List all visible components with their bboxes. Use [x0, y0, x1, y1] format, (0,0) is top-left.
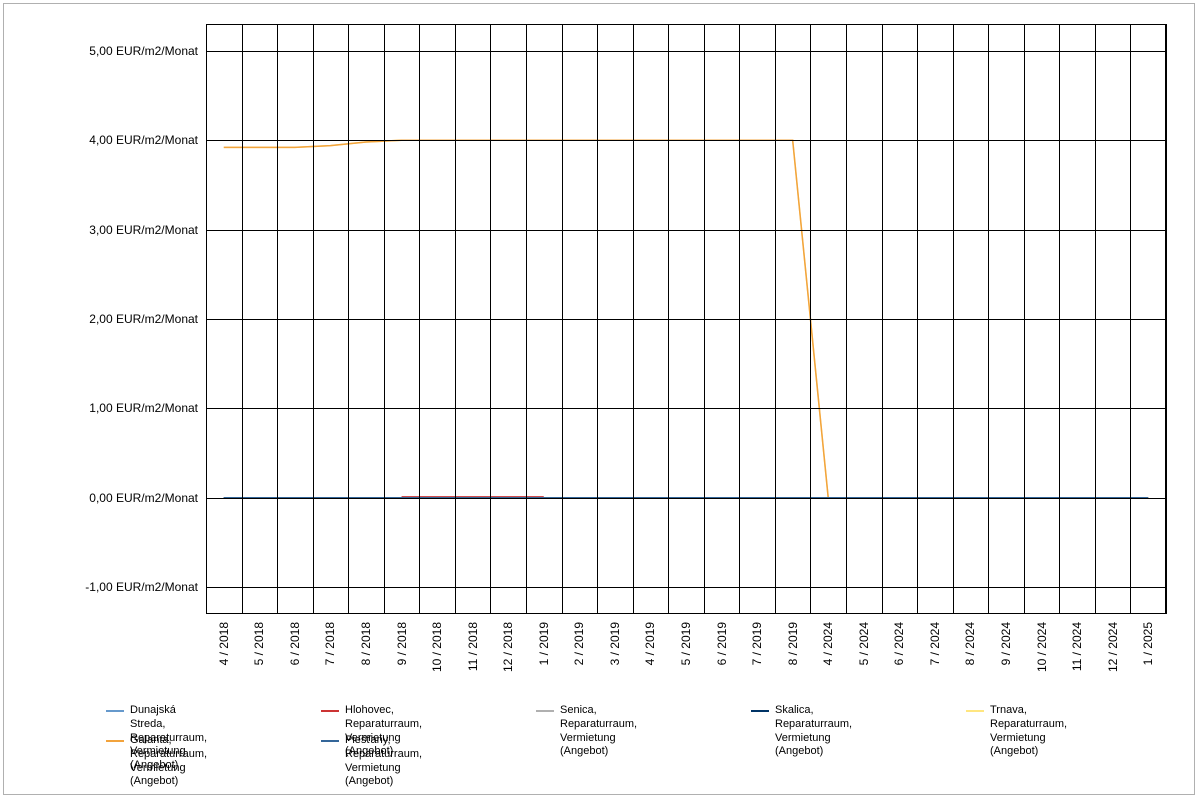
- legend-item-skalica: Skalica, Reparaturraum, Vermietung (Ange…: [751, 704, 852, 759]
- legend-label: Skalica, Reparaturraum, Vermietung (Ange…: [775, 704, 852, 759]
- x-tick-label: 10 / 2018: [430, 622, 444, 672]
- x-tick-label: 8 / 2019: [786, 622, 800, 665]
- legend-swatch: [106, 710, 124, 712]
- legend-swatch: [321, 710, 339, 712]
- x-tick-label: 6 / 2018: [288, 622, 302, 665]
- x-tick-label: 5 / 2018: [252, 622, 266, 665]
- y-tick-label: 0,00 EUR/m2/Monat: [89, 491, 198, 505]
- legend-item-piestany: Piešťany, Reparaturraum, Vermietung (Ang…: [321, 734, 422, 789]
- y-tick-label: 1,00 EUR/m2/Monat: [89, 401, 198, 415]
- y-tick-label: -1,00 EUR/m2/Monat: [85, 580, 198, 594]
- chart-frame: -1,00 EUR/m2/Monat 0,00 EUR/m2/Monat 1,00 …: [3, 3, 1195, 795]
- plot-area: [206, 24, 1166, 614]
- x-tick-label: 11 / 2018: [466, 622, 480, 671]
- x-tick-label: 8 / 2018: [359, 622, 373, 665]
- y-tick-label: 4,00 EUR/m2/Monat: [89, 133, 198, 147]
- x-tick-label: 10 / 2024: [1035, 622, 1049, 672]
- x-tick-label: 9 / 2024: [999, 622, 1013, 665]
- legend-swatch: [106, 740, 124, 742]
- y-tick-label: 5,00 EUR/m2/Monat: [89, 44, 198, 58]
- legend-item-trnava: Trnava, Reparaturraum, Vermietung (Angeb…: [966, 704, 1067, 759]
- x-tick-label: 4 / 2018: [217, 622, 231, 665]
- legend-label: Piešťany, Reparaturraum, Vermietung (Ang…: [345, 734, 422, 789]
- x-tick-label: 11 / 2024: [1070, 622, 1084, 671]
- x-tick-label: 2 / 2019: [572, 622, 586, 665]
- x-tick-label: 8 / 2024: [963, 622, 977, 665]
- legend-swatch: [536, 710, 554, 712]
- x-tick-label: 5 / 2019: [679, 622, 693, 665]
- x-tick-label: 3 / 2019: [608, 622, 622, 665]
- legend-item-senica: Senica, Reparaturraum, Vermietung (Angeb…: [536, 704, 637, 759]
- legend-swatch: [966, 710, 984, 712]
- x-tick-label: 1 / 2025: [1141, 622, 1155, 665]
- y-tick-label: 3,00 EUR/m2/Monat: [89, 223, 198, 237]
- x-tick-label: 4 / 2019: [643, 622, 657, 665]
- legend-swatch: [321, 740, 339, 742]
- x-tick-label: 12 / 2018: [501, 622, 515, 672]
- legend-label: Senica, Reparaturraum, Vermietung (Angeb…: [560, 704, 637, 759]
- x-tick-label: 7 / 2018: [323, 622, 337, 665]
- x-tick-label: 1 / 2019: [537, 622, 551, 665]
- x-tick-label: 4 / 2024: [821, 622, 835, 665]
- x-tick-label: 9 / 2018: [395, 622, 409, 665]
- x-tick-label: 7 / 2019: [750, 622, 764, 665]
- legend-label: Trnava, Reparaturraum, Vermietung (Angeb…: [990, 704, 1067, 759]
- x-tick-label: 5 / 2024: [857, 622, 871, 665]
- legend-item-galanta: Galanta, Reparaturraum, Vermietung (Ange…: [106, 734, 207, 789]
- x-tick-label: 12 / 2024: [1106, 622, 1120, 672]
- x-tick-label: 6 / 2024: [892, 622, 906, 665]
- x-tick-label: 7 / 2024: [928, 622, 942, 665]
- legend-label: Galanta, Reparaturraum, Vermietung (Ange…: [130, 734, 207, 789]
- legend-swatch: [751, 710, 769, 712]
- y-tick-label: 2,00 EUR/m2/Monat: [89, 312, 198, 326]
- x-tick-label: 6 / 2019: [715, 622, 729, 665]
